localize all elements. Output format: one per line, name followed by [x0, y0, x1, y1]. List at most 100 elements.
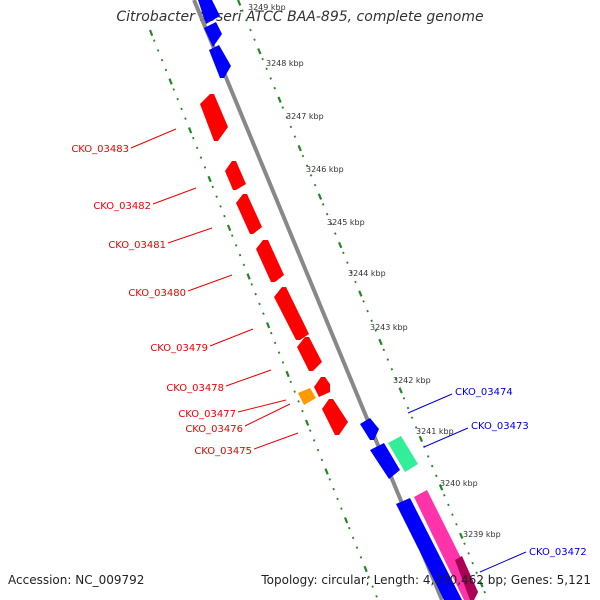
inner-tick-56 [463, 542, 466, 545]
inner-tick-5 [257, 48, 262, 55]
outer-tick-41 [309, 429, 312, 432]
inner-tick-36 [382, 348, 386, 352]
gene-label-cko-03482[interactable]: CKO_03482 [93, 201, 151, 212]
outer-tick-39 [301, 409, 304, 413]
inner-tick-19 [313, 183, 317, 187]
gene-arrow-top-3[interactable] [209, 45, 231, 78]
gene-arrow-cko-03472[interactable] [396, 498, 462, 600]
inner-tick-30 [358, 290, 363, 297]
inner-tick-10 [277, 96, 282, 103]
ruler-label-3240: 3240 kbp [440, 479, 478, 488]
gene-label-cko-03478[interactable]: CKO_03478 [166, 383, 224, 394]
outer-tick-44 [320, 458, 324, 462]
inner-tick-37 [386, 358, 390, 361]
outer-tick-4 [164, 68, 168, 72]
gene-arrow-cko-03475[interactable] [322, 399, 348, 435]
outer-tick-25 [246, 273, 251, 280]
gene-arrow-cko-03480[interactable] [256, 240, 284, 282]
ruler-label-3243: 3243 kbp [370, 323, 408, 332]
gene-arrow-top-2[interactable] [204, 22, 222, 47]
gene-label-cko-03472[interactable]: CKO_03472 [529, 547, 587, 558]
leader-line-cko-03478 [225, 369, 272, 387]
outer-tick-38 [297, 400, 300, 403]
outer-tick-16 [211, 185, 214, 189]
outer-tick-46 [328, 478, 331, 481]
inner-tick-9 [273, 86, 276, 90]
ruler-label-3246: 3246 kbp [306, 165, 344, 174]
outer-tick-2 [156, 49, 160, 52]
inner-tick-20 [317, 193, 323, 200]
ruler-label-3239: 3239 kbp [463, 530, 501, 539]
ruler-label-3242: 3242 kbp [393, 376, 431, 385]
outer-tick-42 [312, 439, 316, 442]
gene-arrow-cko-03481[interactable] [236, 194, 262, 234]
inner-tick-22 [325, 212, 329, 216]
inner-tick-3 [249, 28, 252, 32]
inner-tick-43 [410, 416, 414, 419]
outer-tick-37 [293, 390, 296, 393]
outer-tick-17 [215, 195, 218, 198]
inner-tick-16 [301, 154, 305, 158]
outer-tick-40 [304, 419, 310, 426]
outer-tick-20 [226, 224, 232, 232]
gene-arrow-cko-03474b[interactable] [370, 443, 400, 479]
outer-tick-24 [242, 263, 246, 267]
gene-arrow-cko-03479[interactable] [274, 287, 309, 340]
outer-tick-50 [343, 517, 349, 524]
leader-line-cko-03475 [253, 432, 299, 450]
leader-line-cko-03479 [209, 328, 254, 347]
gene-arrow-cko-03478[interactable] [297, 337, 322, 371]
inner-tick-24 [334, 232, 337, 235]
ruler-label-3247: 3247 kbp [286, 112, 324, 121]
inner-tick-12 [285, 115, 289, 119]
gene-arrow-cko-03483[interactable] [200, 94, 228, 141]
inner-tick-27 [346, 261, 349, 264]
outer-tick-5 [168, 78, 173, 85]
gene-arrow-top-1[interactable] [198, 0, 220, 24]
outer-tick-7 [176, 97, 179, 101]
outer-tick-6 [172, 88, 175, 91]
outer-tick-3 [160, 58, 164, 62]
outer-tick-47 [332, 487, 335, 491]
outer-tick-29 [262, 312, 265, 315]
leader-line-cko-03480 [187, 274, 233, 292]
outer-tick-12 [195, 146, 199, 150]
leader-line-cko-03481 [167, 227, 213, 244]
gene-label-cko-03474[interactable]: CKO_03474 [455, 387, 513, 398]
outer-tick-33 [277, 351, 281, 354]
inner-tick-59 [475, 571, 478, 575]
gene-arrow-cko-03474[interactable] [360, 418, 379, 440]
inner-tick-61 [483, 590, 486, 594]
inner-tick-26 [342, 251, 345, 255]
gene-label-cko-03476[interactable]: CKO_03476 [185, 424, 243, 435]
inner-tick-39 [394, 377, 398, 381]
inner-tick-55 [459, 532, 464, 540]
inner-tick-48 [430, 464, 434, 468]
gene-label-cko-03475[interactable]: CKO_03475 [194, 446, 252, 457]
outer-tick-11 [192, 136, 195, 140]
gene-label-cko-03473[interactable]: CKO_03473 [471, 421, 529, 432]
inner-tick-35 [378, 338, 383, 346]
gene-label-cko-03480[interactable]: CKO_03480 [128, 288, 186, 299]
gene-label-cko-03479[interactable]: CKO_03479 [150, 343, 208, 354]
outer-tick-30 [265, 322, 271, 329]
inner-tick-11 [281, 106, 285, 109]
outer-tick-13 [199, 156, 203, 159]
gene-arrow-cko-03482[interactable] [225, 161, 246, 190]
outer-tick-32 [273, 341, 277, 345]
gene-label-cko-03481[interactable]: CKO_03481 [108, 240, 166, 251]
inner-tick-33 [370, 319, 373, 323]
genome-backbone [192, 0, 444, 600]
gene-arrow-cko-03477[interactable] [314, 377, 330, 397]
inner-tick-41 [402, 397, 406, 400]
leader-line-cko-03474 [407, 393, 453, 414]
gene-arrow-cko-03473[interactable] [388, 436, 418, 472]
gene-arrow-cko-03476[interactable] [298, 388, 316, 405]
gene-label-cko-03477[interactable]: CKO_03477 [178, 409, 236, 420]
gene-label-cko-03483[interactable]: CKO_03483 [71, 144, 129, 155]
leader-line-cko-03483 [130, 128, 177, 149]
outer-tick-9 [184, 117, 187, 120]
inner-tick-58 [471, 561, 474, 565]
inner-tick-8 [269, 77, 272, 80]
